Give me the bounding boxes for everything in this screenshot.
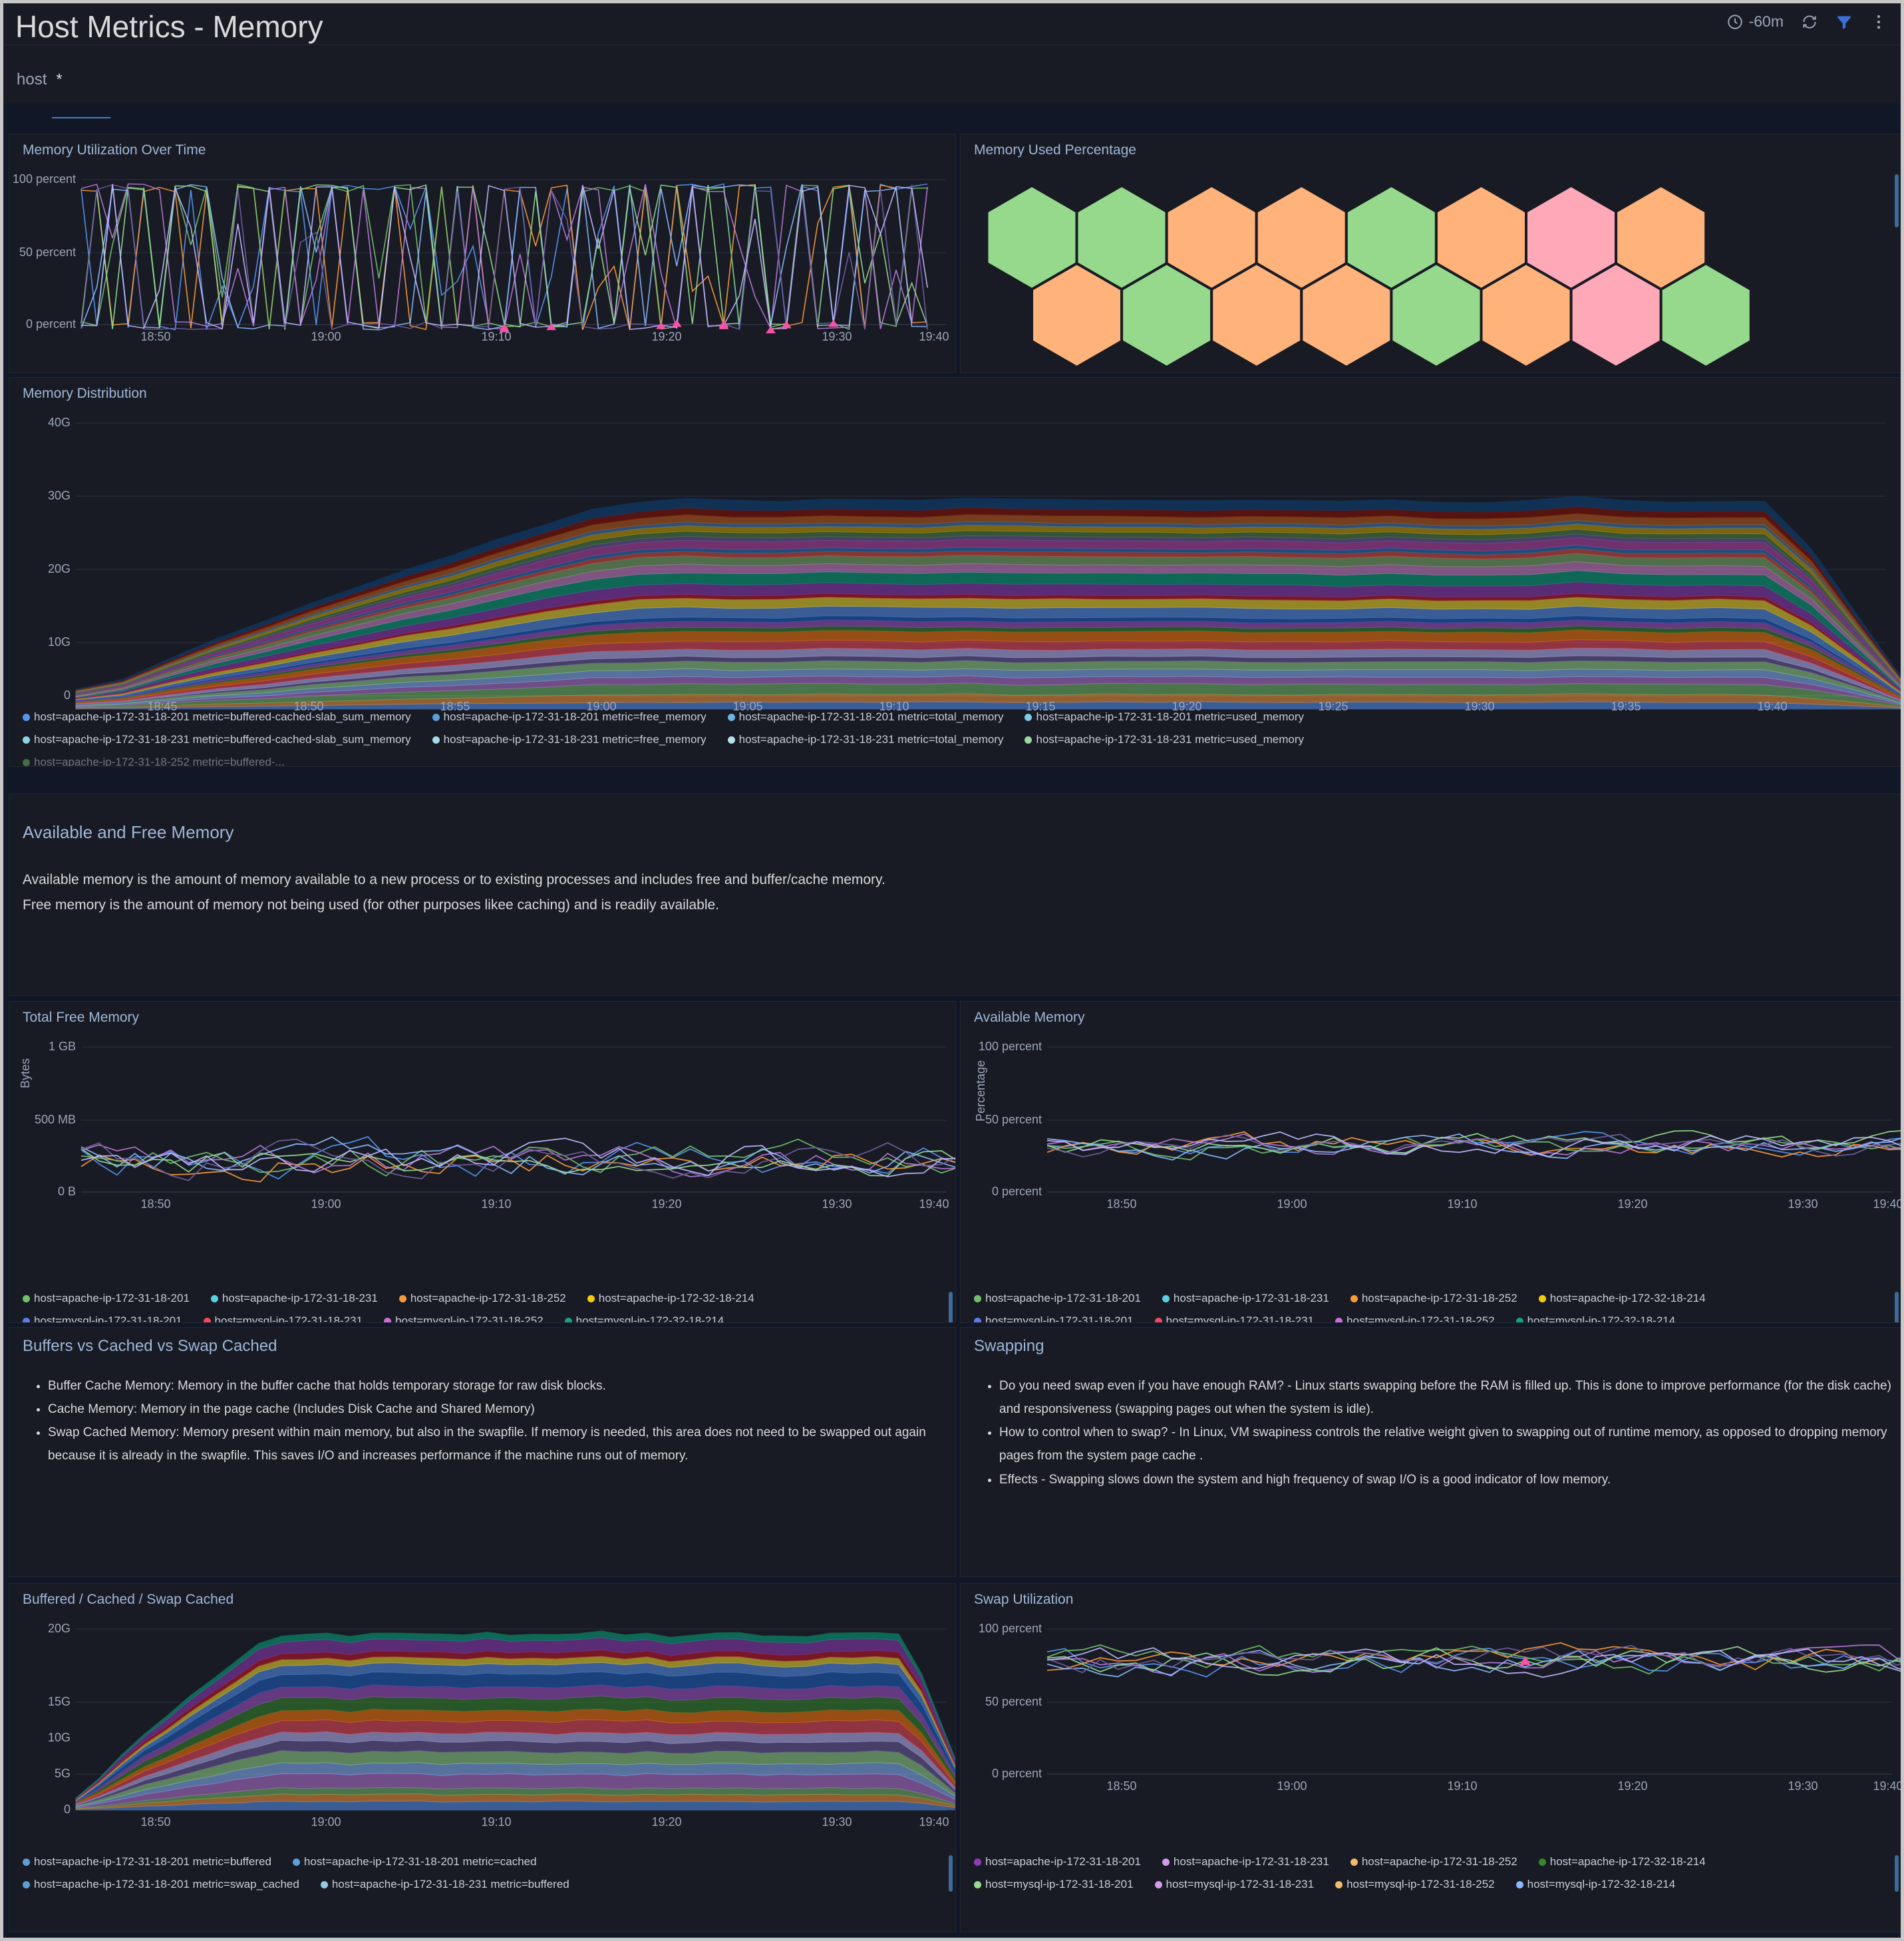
- svg-text:5G: 5G: [55, 1767, 71, 1780]
- svg-text:19:30: 19:30: [822, 1815, 852, 1829]
- svg-text:100 percent: 100 percent: [13, 172, 76, 186]
- svg-text:19:40: 19:40: [1873, 1197, 1901, 1211]
- svg-text:19:40: 19:40: [919, 1815, 949, 1829]
- svg-text:19:00: 19:00: [1277, 1197, 1307, 1211]
- svg-text:19:20: 19:20: [1617, 1779, 1647, 1793]
- svg-text:0 percent: 0 percent: [992, 1767, 1042, 1780]
- svg-text:19:10: 19:10: [481, 330, 511, 343]
- svg-text:19:00: 19:00: [311, 330, 341, 343]
- svg-text:19:10: 19:10: [481, 1197, 511, 1211]
- svg-text:19:40: 19:40: [919, 330, 949, 343]
- svg-text:19:10: 19:10: [481, 1815, 511, 1829]
- svg-text:50 percent: 50 percent: [19, 245, 76, 259]
- svg-text:18:50: 18:50: [140, 330, 170, 343]
- svg-text:19:30: 19:30: [822, 1197, 852, 1211]
- svg-text:19:40: 19:40: [919, 1197, 949, 1211]
- svg-text:500 MB: 500 MB: [35, 1113, 76, 1126]
- svg-text:19:30: 19:30: [1788, 1197, 1818, 1211]
- svg-text:19:30: 19:30: [822, 330, 852, 343]
- svg-text:19:20: 19:20: [651, 330, 681, 343]
- svg-text:0 percent: 0 percent: [26, 317, 76, 331]
- svg-text:50 percent: 50 percent: [985, 1113, 1042, 1126]
- svg-text:19:20: 19:20: [1617, 1197, 1647, 1211]
- svg-text:18:50: 18:50: [140, 1815, 170, 1829]
- svg-text:0: 0: [64, 1803, 71, 1816]
- svg-text:20G: 20G: [48, 562, 71, 575]
- svg-text:30G: 30G: [48, 489, 71, 502]
- svg-text:40G: 40G: [48, 416, 71, 429]
- svg-text:20G: 20G: [48, 1622, 71, 1635]
- svg-text:100 percent: 100 percent: [979, 1622, 1042, 1635]
- svg-text:50 percent: 50 percent: [985, 1695, 1042, 1708]
- svg-text:10G: 10G: [48, 635, 71, 649]
- svg-text:0 B: 0 B: [58, 1185, 76, 1198]
- svg-text:100 percent: 100 percent: [979, 1040, 1042, 1053]
- svg-text:0 percent: 0 percent: [992, 1185, 1042, 1198]
- svg-text:18:50: 18:50: [140, 1197, 170, 1211]
- svg-text:19:40: 19:40: [1873, 1779, 1901, 1793]
- svg-text:19:10: 19:10: [1447, 1197, 1477, 1211]
- svg-text:19:00: 19:00: [311, 1815, 341, 1829]
- svg-text:18:50: 18:50: [1106, 1197, 1136, 1211]
- svg-text:10G: 10G: [48, 1731, 71, 1744]
- svg-text:18:50: 18:50: [1106, 1779, 1136, 1793]
- svg-text:19:00: 19:00: [1277, 1779, 1307, 1793]
- svg-text:19:30: 19:30: [1788, 1779, 1818, 1793]
- svg-text:1 GB: 1 GB: [49, 1040, 76, 1053]
- svg-text:19:20: 19:20: [651, 1815, 681, 1829]
- svg-text:0: 0: [64, 688, 71, 702]
- svg-text:19:20: 19:20: [651, 1197, 681, 1211]
- svg-text:15G: 15G: [48, 1695, 71, 1708]
- svg-text:19:00: 19:00: [311, 1197, 341, 1211]
- svg-text:19:10: 19:10: [1447, 1779, 1477, 1793]
